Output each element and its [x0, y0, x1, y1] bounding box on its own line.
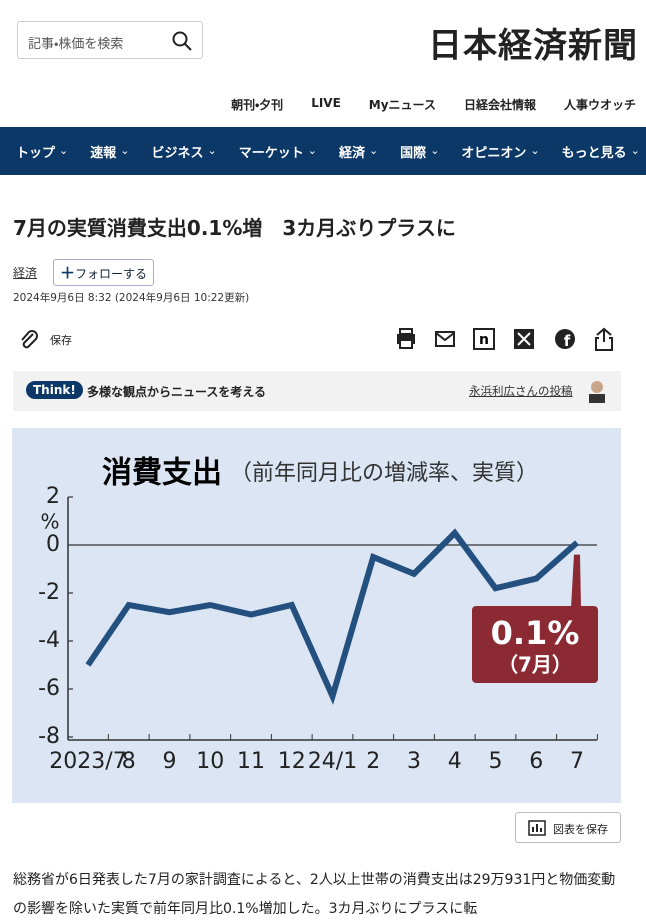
share-icon[interactable] [595, 327, 613, 351]
callout-box [472, 606, 598, 683]
follow-button[interactable]: ＋フォローする [53, 259, 155, 286]
header-link[interactable]: 人事ウオッチ [563, 98, 636, 112]
chart-title: 消費支出 [102, 456, 222, 491]
header-link[interactable]: Myニュース [368, 98, 436, 112]
chart-icon [528, 820, 546, 836]
y-unit: % [40, 510, 59, 534]
y-tick-label: -4 [38, 628, 60, 653]
x-icon[interactable] [514, 329, 534, 349]
think-text: 多様な観点からニュースを考える [87, 385, 267, 399]
logo[interactable]: 日本経済新聞 [428, 26, 638, 66]
save-chart-label: 図表を保存 [553, 823, 608, 836]
mail-icon[interactable] [435, 331, 455, 347]
nav-bar: トップ 速報 ビジネス マーケット 経済 国際 オピニオン もっと見る [0, 127, 646, 175]
data-line [85, 528, 579, 705]
clip-icon[interactable] [18, 329, 40, 351]
y-tick-label: -6 [38, 676, 60, 701]
x-tick-label: 2 [366, 749, 380, 774]
article-body: 総務省が6日発表した7月の家計調査によると、2人以上世帯の消費支出は29万931… [13, 872, 616, 917]
note-icon[interactable]: n [473, 328, 495, 350]
print-icon[interactable] [397, 328, 415, 349]
avatar [589, 381, 605, 403]
nav-item[interactable]: 国際 [400, 142, 439, 161]
header-link[interactable]: LIVE [311, 96, 341, 110]
search-icon [172, 31, 192, 51]
nav-item[interactable]: 経済 [339, 142, 378, 161]
follow-label: フォローする [75, 267, 148, 281]
nav-item[interactable]: オピニオン [461, 142, 539, 161]
nav-item[interactable]: ビジネス [151, 142, 216, 161]
y-tick-label: -8 [38, 724, 60, 749]
svg-text:n: n [479, 332, 489, 348]
svg-text:f: f [564, 332, 571, 350]
x-tick-label: 3 [407, 749, 421, 774]
value-label: 0.1% [491, 614, 580, 652]
y-tick-label: 0 [46, 532, 60, 557]
x-tick-label: 12 [278, 749, 306, 774]
think-bar[interactable]: Think! 多様な観点からニュースを考える 永浜利広さんの投稿 [13, 371, 621, 411]
date: 2024年9月6日 8:32 (2024年9月6日 10:22更新) [13, 292, 250, 304]
x-tick-label: 10 [196, 749, 224, 774]
topic-tag[interactable]: 経済 [13, 266, 38, 280]
x-tick-label: 2023/7 [49, 749, 126, 774]
y-tick-label: 2 [46, 484, 60, 509]
x-tick-label: 6 [529, 749, 543, 774]
think-poster[interactable]: 永浜利広さんの投稿 [469, 384, 573, 398]
chart-subtitle: （前年同月比の増減率、実質） [230, 461, 538, 486]
x-tick-label: 11 [237, 749, 265, 774]
article-title: 7月の実質消費支出0.1%増 3カ月ぶりプラスに [13, 216, 456, 240]
nav-item[interactable]: マーケット [239, 142, 317, 161]
x-tick-label: 5 [489, 749, 503, 774]
callout-pointer [571, 554, 581, 608]
facebook-icon[interactable]: f [555, 329, 575, 350]
save-chart-button[interactable]: 図表を保存 [515, 812, 621, 843]
x-tick-label: 24/1 [308, 749, 357, 774]
nav-item[interactable]: トップ [16, 142, 68, 161]
x-tick-label: 9 [163, 749, 177, 774]
chart: 消費支出 （前年同月比の増減率、実質） 20-2-4-6-8%2023/78 9 1… [12, 428, 621, 803]
x-tick-label: 8 [122, 749, 136, 774]
header-link[interactable]: 日経会社情報 [463, 98, 536, 112]
callout-period: （7月） [498, 653, 572, 677]
share-icons: n f [397, 327, 613, 351]
x-tick-label: 4 [448, 749, 462, 774]
think-badge: Think! [26, 381, 83, 399]
header-links: 朝刊・夕刊 LIVE Myニュース 日経会社情報 人事ウオッチ [231, 96, 636, 113]
x-tick-label: 7 [570, 749, 584, 774]
nav-item[interactable]: もっと見る [562, 142, 640, 161]
nav-item[interactable]: 速報 [90, 142, 129, 161]
save-label[interactable]: 保存 [50, 334, 72, 347]
y-tick-label: -2 [38, 580, 60, 605]
search-placeholder: 記事・株価を検索 [28, 37, 124, 52]
header-link[interactable]: 朝刊・夕刊 [231, 98, 284, 112]
search-box[interactable]: 記事・株価を検索 [17, 21, 203, 59]
